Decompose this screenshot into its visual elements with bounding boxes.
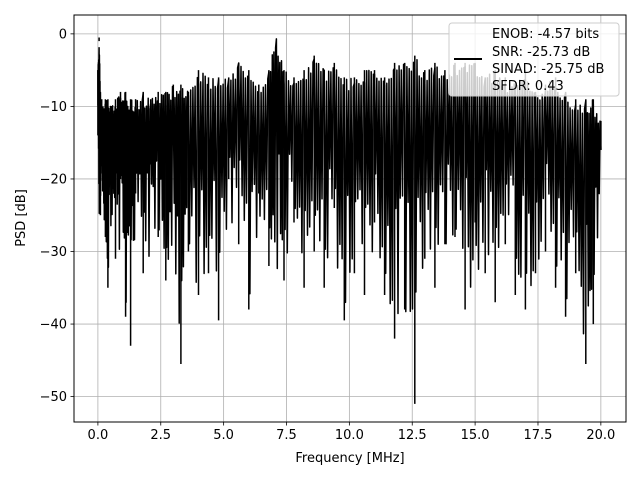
legend-snr: SNR: -25.73 dB: [492, 45, 590, 60]
x-axis: 0.0 2.5 5.0 7.5 10.0 12.5 15.0 17.5 20.0: [88, 422, 615, 443]
x-tick-label: 7.5: [276, 428, 297, 443]
legend: ENOB: -4.57 bits SNR: -25.73 dB SINAD: -…: [448, 22, 620, 97]
legend-enob: ENOB: -4.57 bits: [492, 27, 599, 42]
x-tick-label: 20.0: [586, 428, 615, 443]
legend-sinad: SINAD: -25.75 dB: [492, 62, 604, 77]
x-tick-label: 2.5: [150, 428, 171, 443]
psd-trace: [97, 37, 602, 404]
y-tick-label: −30: [40, 245, 67, 260]
y-tick-label: −10: [40, 100, 67, 115]
x-tick-label: 5.0: [213, 428, 234, 443]
x-tick-label: 15.0: [461, 428, 490, 443]
legend-box: [448, 22, 620, 97]
y-tick-label: −20: [40, 172, 67, 187]
y-tick-label: −50: [40, 390, 67, 405]
legend-sfdr: SFDR: 0.43: [492, 79, 564, 94]
y-tick-label: −40: [40, 318, 67, 333]
y-axis: 0 −10 −20 −30 −40 −50: [40, 27, 74, 405]
x-tick-label: 10.0: [335, 428, 364, 443]
x-axis-label: Frequency [MHz]: [295, 451, 404, 466]
psd-noise-trace: [97, 38, 602, 335]
y-tick-label: 0: [59, 27, 67, 42]
x-tick-label: 17.5: [524, 428, 553, 443]
y-axis-label: PSD [dB]: [14, 189, 29, 247]
x-tick-label: 0.0: [88, 428, 109, 443]
x-tick-label: 12.5: [398, 428, 427, 443]
plot-frame: [73, 14, 627, 423]
